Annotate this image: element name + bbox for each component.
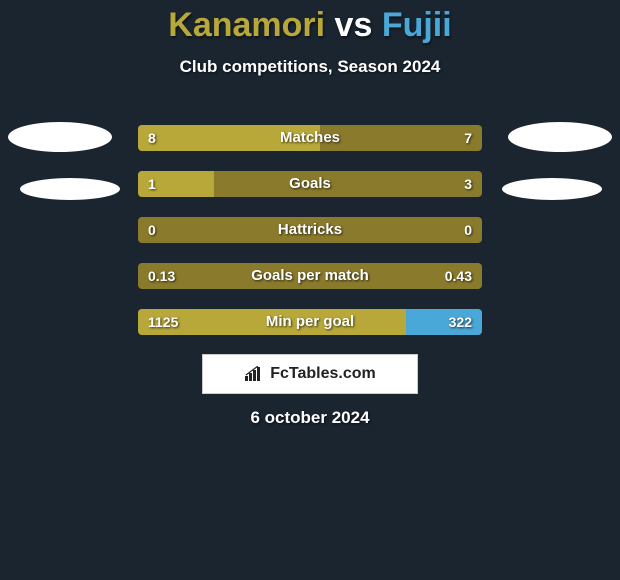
stat-value-right: 322 <box>449 309 472 335</box>
date-text: 6 october 2024 <box>0 408 620 428</box>
brand-box[interactable]: FcTables.com <box>202 354 418 394</box>
stat-label: Min per goal <box>138 309 482 335</box>
stat-label: Goals per match <box>138 263 482 289</box>
stat-row: 1Goals3 <box>138 171 482 197</box>
chart-icon <box>244 366 264 382</box>
player1-name: Kanamori <box>168 6 325 44</box>
page-title: Kanamori vs Fujii <box>0 0 620 45</box>
player2-name: Fujii <box>382 6 452 44</box>
stat-row: 8Matches7 <box>138 125 482 151</box>
stat-row: 0.13Goals per match0.43 <box>138 263 482 289</box>
player1-nameplate <box>20 178 120 200</box>
stat-label: Goals <box>138 171 482 197</box>
brand-text: FcTables.com <box>270 365 376 383</box>
stat-row: 1125Min per goal322 <box>138 309 482 335</box>
player2-avatar <box>508 122 612 152</box>
vs-text: vs <box>335 6 373 44</box>
subtitle: Club competitions, Season 2024 <box>0 57 620 77</box>
stat-label: Hattricks <box>138 217 482 243</box>
player2-nameplate <box>502 178 602 200</box>
stat-value-right: 0.43 <box>445 263 472 289</box>
stat-value-right: 7 <box>464 125 472 151</box>
stat-value-right: 3 <box>464 171 472 197</box>
stat-label: Matches <box>138 125 482 151</box>
stat-row: 0Hattricks0 <box>138 217 482 243</box>
stats-bars: 8Matches7 1Goals3 0Hattricks0 0.13Goals per… <box>138 125 482 355</box>
player1-avatar <box>8 122 112 152</box>
stat-value-right: 0 <box>464 217 472 243</box>
comparison-card: Kanamori vs Fujii Club competitions, Sea… <box>0 0 620 580</box>
